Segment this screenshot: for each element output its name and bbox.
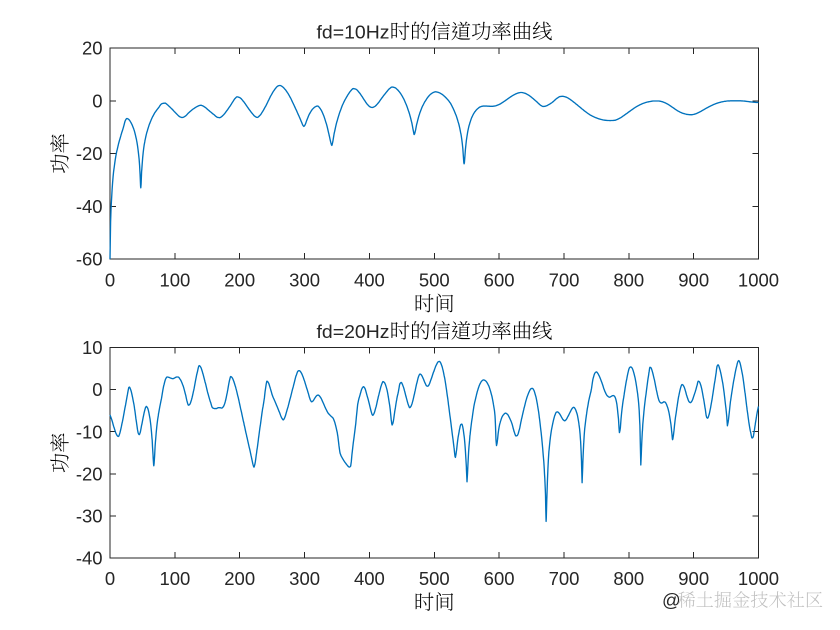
svg-text:800: 800 — [613, 568, 644, 589]
svg-text:10: 10 — [82, 337, 103, 358]
svg-text:400: 400 — [354, 269, 385, 290]
svg-text:20: 20 — [82, 38, 103, 59]
svg-text:600: 600 — [484, 269, 515, 290]
svg-text:fd=10Hz: fd=10Hz — [317, 22, 390, 43]
svg-text:900: 900 — [678, 269, 709, 290]
svg-text:700: 700 — [549, 568, 580, 589]
svg-text:-10: -10 — [76, 421, 103, 442]
svg-text:900: 900 — [678, 568, 709, 589]
svg-text:600: 600 — [484, 568, 515, 589]
svg-text:-40: -40 — [76, 196, 103, 217]
svg-text:100: 100 — [159, 568, 190, 589]
svg-text:500: 500 — [419, 269, 450, 290]
svg-text:200: 200 — [224, 568, 255, 589]
svg-text:1000: 1000 — [738, 269, 779, 290]
svg-text:1000: 1000 — [738, 568, 779, 589]
svg-text:800: 800 — [613, 269, 644, 290]
svg-text:-20: -20 — [76, 143, 103, 164]
svg-text:-30: -30 — [76, 506, 103, 527]
svg-text:300: 300 — [289, 269, 320, 290]
svg-text:700: 700 — [549, 269, 580, 290]
svg-text:300: 300 — [289, 568, 320, 589]
svg-text:fd=20Hz: fd=20Hz — [317, 321, 390, 342]
svg-text:@: @ — [662, 590, 681, 611]
svg-text:0: 0 — [92, 379, 102, 400]
svg-text:0: 0 — [105, 568, 115, 589]
svg-text:0: 0 — [92, 90, 102, 111]
svg-text:400: 400 — [354, 568, 385, 589]
svg-text:0: 0 — [105, 269, 115, 290]
svg-text:-60: -60 — [76, 249, 103, 270]
svg-text:-20: -20 — [76, 463, 103, 484]
svg-text:-40: -40 — [76, 548, 103, 569]
svg-text:500: 500 — [419, 568, 450, 589]
svg-text:100: 100 — [159, 269, 190, 290]
svg-text:200: 200 — [224, 269, 255, 290]
